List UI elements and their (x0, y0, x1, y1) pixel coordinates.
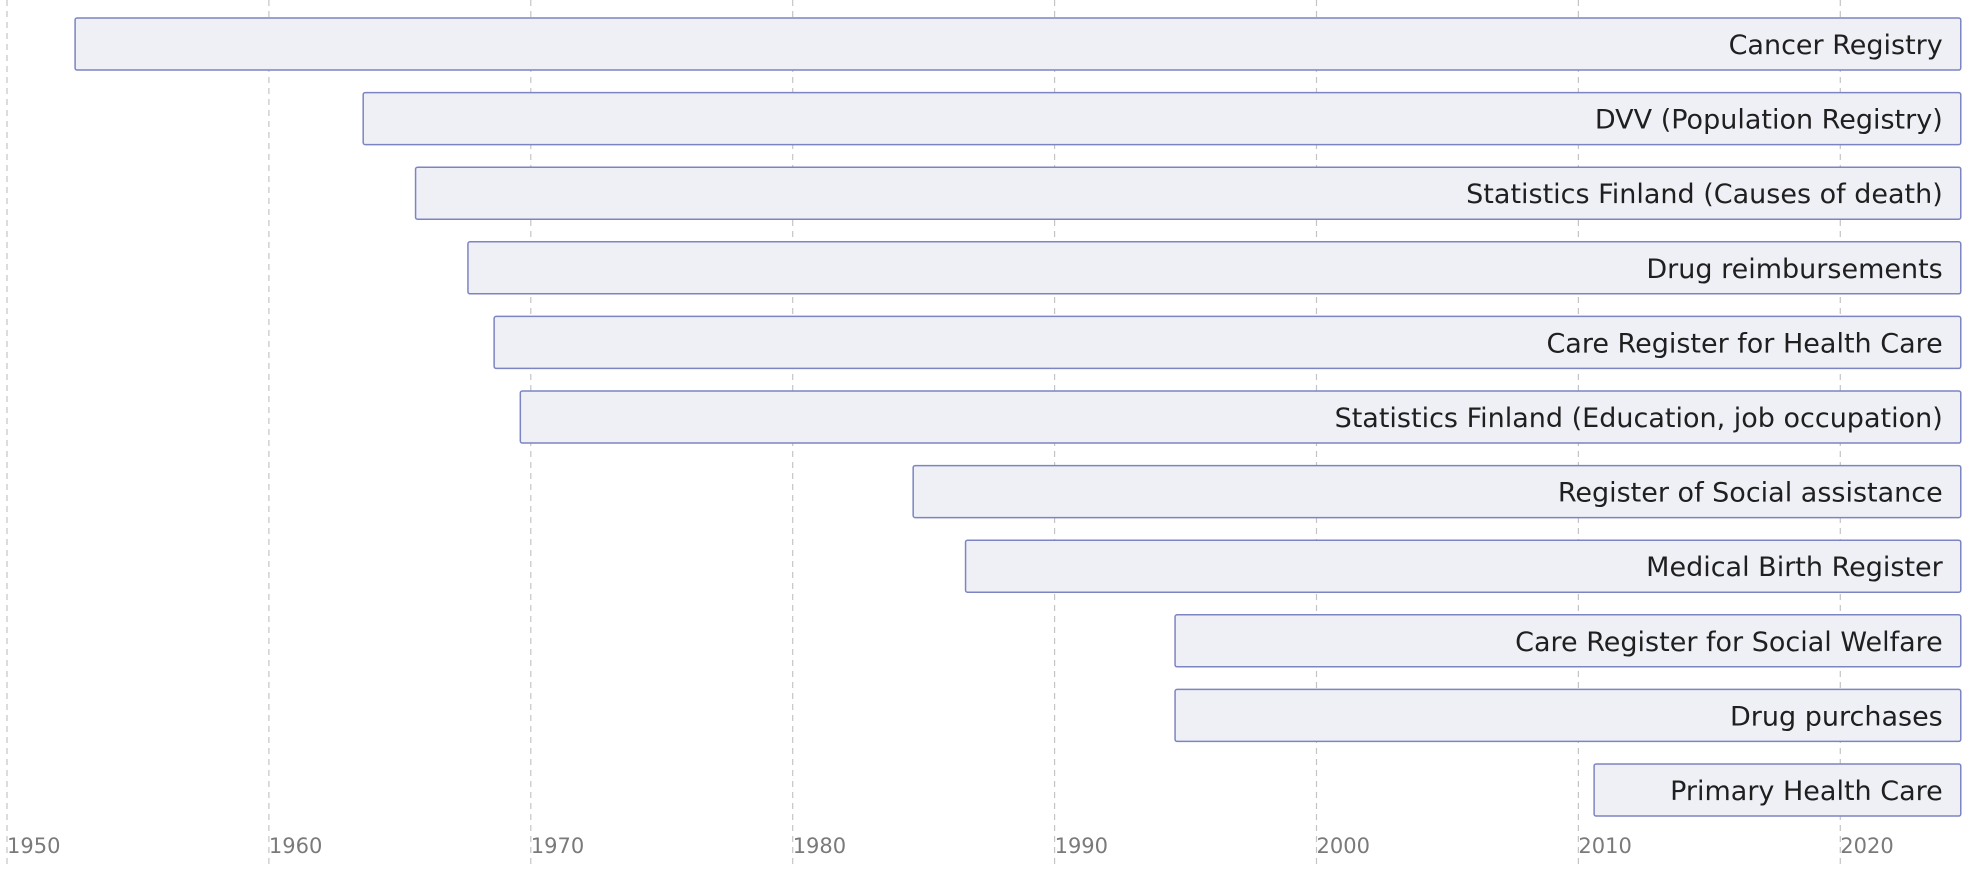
bar-group: Register of Social assistance (912, 464, 1962, 519)
x-tick-label-2000: 2000 (1316, 834, 1369, 858)
bars: Cancer Registry DVV (Population Registry)… (74, 17, 1962, 817)
bar-group: Statistics Finland (Causes of death) (414, 166, 1962, 220)
x-tick-label-2020: 2020 (1840, 834, 1893, 858)
bar-label: Drug reimbursements (1646, 254, 1942, 285)
bar-label: Statistics Finland (Education, job occup… (1335, 403, 1943, 434)
bar-group: Drug purchases (1174, 688, 1962, 743)
bar-label: DVV (Population Registry) (1595, 105, 1943, 136)
bar-group: Drug reimbursements (467, 241, 1962, 295)
bar (414, 166, 1962, 220)
x-axis-ticks: 1950 1960 1970 1980 1990 2000 2010 2020 (7, 834, 1894, 858)
bar-label: Medical Birth Register (1646, 552, 1943, 583)
bar-label: Register of Social assistance (1558, 478, 1943, 509)
x-tick-label-1980: 1980 (793, 834, 846, 858)
bar-group: DVV (Population Registry) (362, 91, 1962, 146)
bar (912, 464, 1962, 519)
bar-label: Statistics Finland (Causes of death) (1466, 179, 1943, 210)
bar-group: Care Register for Social Welfare (1174, 614, 1962, 668)
x-tick-label-2010: 2010 (1578, 834, 1631, 858)
bar (519, 390, 1962, 444)
bar (964, 539, 1962, 593)
bar-label: Care Register for Social Welfare (1515, 627, 1943, 658)
bar (467, 241, 1962, 295)
x-tick-label-1990: 1990 (1055, 834, 1108, 858)
bar-label: Cancer Registry (1729, 30, 1943, 61)
bar-group: Primary Health Care (1593, 763, 1962, 817)
bar-group: Cancer Registry (74, 17, 1962, 71)
bar-group: Care Register for Health Care (493, 315, 1962, 370)
x-tick-label-1960: 1960 (269, 834, 322, 858)
bar-group: Statistics Finland (Education, job occup… (519, 390, 1962, 444)
x-tick-label-1950: 1950 (7, 834, 60, 858)
bar-group: Medical Birth Register (964, 539, 1962, 593)
bar (1174, 614, 1962, 668)
bar-label: Drug purchases (1730, 701, 1943, 732)
bar (493, 315, 1962, 370)
bar-label: Primary Health Care (1670, 776, 1943, 807)
x-tick-label-1970: 1970 (531, 834, 584, 858)
bar (362, 91, 1962, 146)
bar (1174, 688, 1962, 743)
bar (74, 17, 1962, 71)
bar (1593, 763, 1962, 817)
bar-label: Care Register for Health Care (1546, 328, 1942, 359)
